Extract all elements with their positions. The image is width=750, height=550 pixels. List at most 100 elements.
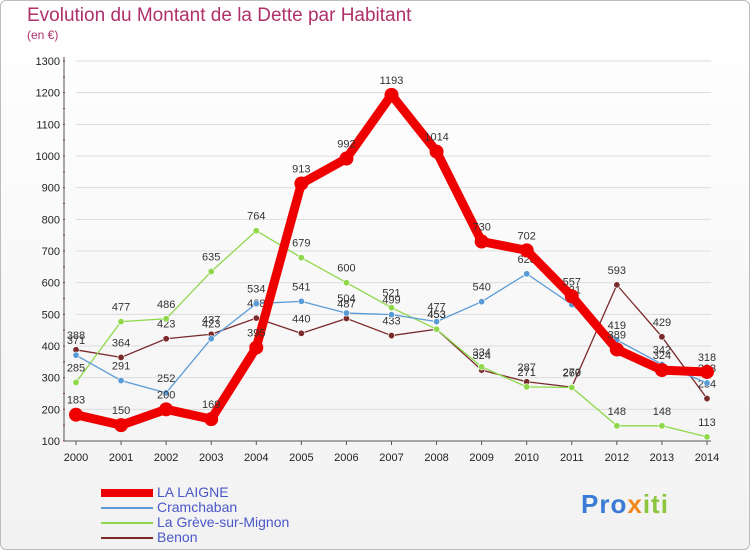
data-label-benon: 287 <box>518 362 536 374</box>
y-tick-label: 400 <box>42 341 60 353</box>
point-benon <box>703 395 711 403</box>
point-la-greve-sur-mignon <box>523 383 531 391</box>
point-la-greve-sur-mignon <box>207 268 215 276</box>
data-label-cramchaban: 419 <box>608 320 626 332</box>
point-la-laigne <box>474 234 489 249</box>
point-benon <box>658 333 666 341</box>
x-tick-label: 2000 <box>64 452 88 464</box>
x-tick-label: 2011 <box>560 452 584 464</box>
point-benon <box>297 329 305 337</box>
x-tick-label: 2004 <box>244 452 268 464</box>
data-label-cramchaban: 504 <box>337 293 355 305</box>
point-la-greve-sur-mignon <box>613 422 621 430</box>
point-la-greve-sur-mignon <box>658 422 666 430</box>
data-label-la-laigne: 992 <box>337 139 355 151</box>
data-label-benon: 324 <box>472 350 490 362</box>
legend-swatch-la-greve-sur-mignon <box>101 521 153 524</box>
logo-part-1: Pro <box>581 489 628 519</box>
data-label-la-laigne: 702 <box>518 230 536 242</box>
y-tick-label: 1000 <box>36 151 60 163</box>
x-tick-label: 2008 <box>424 452 448 464</box>
y-tick-label: 600 <box>42 278 60 290</box>
point-la-laigne <box>564 289 579 304</box>
x-tick-label: 2002 <box>154 452 178 464</box>
data-label-la-laigne: 183 <box>67 395 85 407</box>
legend-item-benon[interactable]: Benon <box>101 530 289 545</box>
data-label-la-greve-sur-mignon: 764 <box>247 211 265 223</box>
y-tick-label: 900 <box>42 183 60 195</box>
data-label-la-laigne: 150 <box>112 405 130 417</box>
y-tick-label: 700 <box>42 246 60 258</box>
data-label-benon: 423 <box>157 319 175 331</box>
y-tick-label: 100 <box>42 436 60 448</box>
point-cramchaban <box>207 335 215 343</box>
data-label-la-greve-sur-mignon: 148 <box>608 406 626 418</box>
data-label-la-greve-sur-mignon: 600 <box>337 263 355 275</box>
point-benon <box>387 332 395 340</box>
data-label-la-greve-sur-mignon: 486 <box>157 299 175 311</box>
legend-label-la-laigne: LA LAIGNE <box>157 484 229 500</box>
x-tick-label: 2006 <box>334 452 358 464</box>
data-label-la-laigne: 169 <box>202 399 220 411</box>
data-label-la-greve-sur-mignon: 521 <box>382 288 400 300</box>
point-cramchaban <box>523 270 531 278</box>
y-tick-label: 1300 <box>36 56 60 68</box>
point-la-laigne <box>339 151 354 166</box>
data-label-la-greve-sur-mignon: 113 <box>698 417 716 429</box>
data-label-la-laigne: 318 <box>698 352 716 364</box>
data-label-cramchaban: 477 <box>427 302 445 314</box>
data-label-la-greve-sur-mignon: 269 <box>563 367 581 379</box>
point-cramchaban <box>387 311 395 319</box>
legend-swatch-cramchaban <box>101 506 153 509</box>
point-cramchaban <box>252 300 260 308</box>
data-label-cramchaban: 534 <box>247 284 265 296</box>
data-label-benon: 429 <box>653 317 671 329</box>
legend-label-cramchaban: Cramchaban <box>157 499 238 515</box>
data-label-la-laigne: 200 <box>157 389 175 401</box>
legend-item-la-laigne[interactable]: LA LAIGNE <box>101 485 289 500</box>
point-cramchaban <box>162 389 170 397</box>
point-la-greve-sur-mignon <box>568 383 576 391</box>
data-label-cramchaban: 342 <box>653 344 671 356</box>
x-tick-label: 2010 <box>514 452 538 464</box>
y-tick-label: 300 <box>42 373 60 385</box>
point-la-greve-sur-mignon <box>297 254 305 262</box>
point-la-laigne <box>519 243 534 258</box>
point-cramchaban <box>297 297 305 305</box>
point-benon <box>252 314 260 322</box>
point-cramchaban <box>703 379 711 387</box>
data-label-cramchaban: 423 <box>202 319 220 331</box>
data-label-la-greve-sur-mignon: 285 <box>67 362 85 374</box>
point-cramchaban <box>478 298 486 306</box>
legend-swatch-benon <box>101 536 153 539</box>
data-label-la-laigne: 324 <box>653 350 671 362</box>
data-label-cramchaban: 541 <box>292 281 310 293</box>
legend-label-la-greve-sur-mignon: La Grève-sur-Mignon <box>157 514 290 530</box>
y-tick-label: 200 <box>42 404 60 416</box>
data-label-cramchaban: 291 <box>112 361 130 373</box>
data-label-cramchaban: 540 <box>472 282 490 294</box>
legend-item-la-greve-sur-mignon[interactable]: La Grève-sur-Mignon <box>101 515 289 530</box>
data-label-la-greve-sur-mignon: 477 <box>112 302 130 314</box>
data-label-benon: 437 <box>202 314 220 326</box>
chart-title: Evolution du Montant de la Dette par Hab… <box>27 5 412 26</box>
point-benon <box>613 281 621 289</box>
legend-item-cramchaban[interactable]: Cramchaban <box>101 500 289 515</box>
x-tick-label: 2014 <box>695 452 719 464</box>
data-label-la-laigne: 730 <box>472 222 490 234</box>
data-label-la-greve-sur-mignon: 635 <box>202 252 220 264</box>
point-la-laigne <box>204 412 219 427</box>
point-cramchaban <box>117 377 125 385</box>
point-la-greve-sur-mignon <box>72 378 80 386</box>
point-benon <box>117 353 125 361</box>
data-label-la-greve-sur-mignon: 334 <box>472 347 490 359</box>
data-label-benon: 593 <box>608 265 626 277</box>
proxiti-logo: Proxiti <box>581 489 669 520</box>
x-tick-label: 2009 <box>469 452 493 464</box>
x-tick-label: 2013 <box>650 452 674 464</box>
point-la-laigne <box>609 342 624 357</box>
x-tick-label: 2005 <box>289 452 313 464</box>
x-tick-label: 2001 <box>109 452 133 464</box>
data-label-la-laigne: 1014 <box>424 132 448 144</box>
point-la-greve-sur-mignon <box>433 325 441 333</box>
